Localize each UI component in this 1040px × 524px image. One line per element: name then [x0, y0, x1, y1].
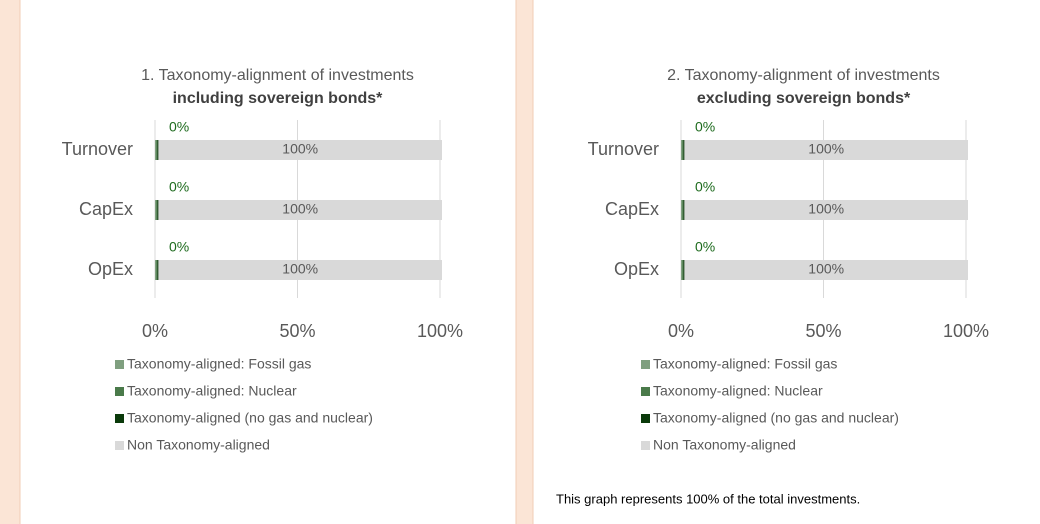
bar-segment: [158, 260, 442, 280]
bar-segment: [683, 260, 685, 280]
bar-segment: [156, 200, 158, 220]
data-label: 0%: [695, 179, 715, 195]
y-tick-label: CapEx: [605, 199, 659, 219]
x-tick-label: 100%: [943, 321, 989, 341]
bar-segment: [156, 140, 158, 160]
bar-segment: [683, 200, 685, 220]
chart-subtitle: excluding sovereign bonds*: [697, 90, 911, 107]
data-label: 100%: [282, 201, 318, 217]
data-label: 0%: [695, 239, 715, 255]
data-label: 100%: [282, 141, 318, 157]
bar-segment: [682, 140, 684, 160]
chart-title: 2. Taxonomy-alignment of investments: [667, 67, 940, 84]
bar-segment: [155, 200, 157, 220]
legend-swatch: [115, 414, 124, 423]
data-label: 100%: [808, 141, 844, 157]
chart-title: 1. Taxonomy-alignment of investments: [141, 67, 414, 84]
bar-segment: [684, 140, 968, 160]
bar-segment: [682, 200, 684, 220]
bar-segment: [155, 260, 157, 280]
legend-swatch: [115, 441, 124, 450]
legend-label: Taxonomy-aligned: Nuclear: [653, 383, 823, 399]
bar-segment: [681, 260, 683, 280]
bar-segment: [684, 200, 968, 220]
data-label: 100%: [282, 261, 318, 277]
bar-segment: [157, 200, 159, 220]
legend-label: Taxonomy-aligned (no gas and nuclear): [653, 410, 899, 426]
y-tick-label: OpEx: [614, 259, 659, 279]
legend-label: Non Taxonomy-aligned: [127, 437, 270, 453]
bar-segment: [681, 200, 683, 220]
x-tick-label: 0%: [142, 321, 168, 341]
y-tick-label: OpEx: [88, 259, 133, 279]
bar-segment: [681, 140, 683, 160]
data-label: 0%: [169, 239, 189, 255]
y-tick-label: Turnover: [62, 139, 133, 159]
legend-label: Taxonomy-aligned: Fossil gas: [127, 356, 311, 372]
bar-segment: [156, 260, 158, 280]
legend-swatch: [115, 387, 124, 396]
bar-segment: [682, 260, 684, 280]
legend-label: Taxonomy-aligned (no gas and nuclear): [127, 410, 373, 426]
legend-label: Taxonomy-aligned: Fossil gas: [653, 356, 837, 372]
bar-segment: [684, 260, 968, 280]
footnote: This graph represents 100% of the total …: [556, 491, 860, 506]
y-tick-label: Turnover: [588, 139, 659, 159]
legend-swatch: [115, 360, 124, 369]
legend-swatch: [641, 360, 650, 369]
bar-segment: [157, 140, 159, 160]
chart-subtitle: including sovereign bonds*: [173, 90, 384, 107]
x-tick-label: 100%: [417, 321, 463, 341]
legend-label: Non Taxonomy-aligned: [653, 437, 796, 453]
bar-segment: [157, 260, 159, 280]
data-label: 100%: [808, 201, 844, 217]
bar-segment: [158, 200, 442, 220]
x-tick-label: 50%: [805, 321, 841, 341]
data-label: 100%: [808, 261, 844, 277]
bar-segment: [158, 140, 442, 160]
legend-swatch: [641, 414, 650, 423]
legend-swatch: [641, 441, 650, 450]
legend-swatch: [641, 387, 650, 396]
data-label: 0%: [169, 179, 189, 195]
bar-segment: [683, 140, 685, 160]
data-label: 0%: [695, 119, 715, 135]
data-label: 0%: [169, 119, 189, 135]
legend-label: Taxonomy-aligned: Nuclear: [127, 383, 297, 399]
x-tick-label: 0%: [668, 321, 694, 341]
bar-segment: [155, 140, 157, 160]
y-tick-label: CapEx: [79, 199, 133, 219]
x-tick-label: 50%: [279, 321, 315, 341]
